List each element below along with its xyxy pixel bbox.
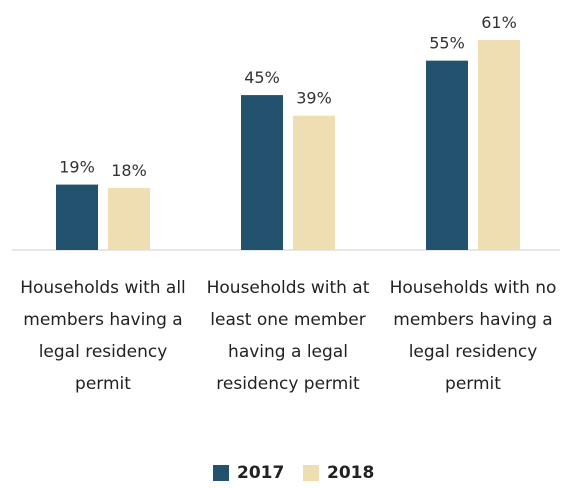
bar: [478, 40, 520, 250]
value-label: 39%: [296, 89, 332, 108]
bar: [56, 184, 98, 250]
value-label: 55%: [429, 34, 465, 53]
x-tick-label: Households with no members having a lega…: [389, 278, 557, 394]
bar: [241, 95, 283, 250]
bar: [108, 188, 150, 250]
legend-item: 2018: [303, 463, 374, 483]
bar: [426, 60, 468, 251]
legend-swatch: [213, 465, 229, 481]
x-tick-label: Households with at least one member havi…: [206, 278, 370, 394]
bar: [293, 115, 335, 250]
legend-label: 2018: [327, 463, 375, 483]
value-label: 19%: [59, 158, 95, 177]
legend-swatch: [303, 465, 319, 481]
value-label: 18%: [111, 161, 147, 180]
legend-label: 2017: [237, 463, 285, 483]
value-label: 61%: [481, 13, 517, 32]
legend-item: 2017: [213, 463, 284, 483]
x-tick-label: Households with all members having a leg…: [20, 278, 186, 394]
value-label: 45%: [244, 68, 280, 87]
